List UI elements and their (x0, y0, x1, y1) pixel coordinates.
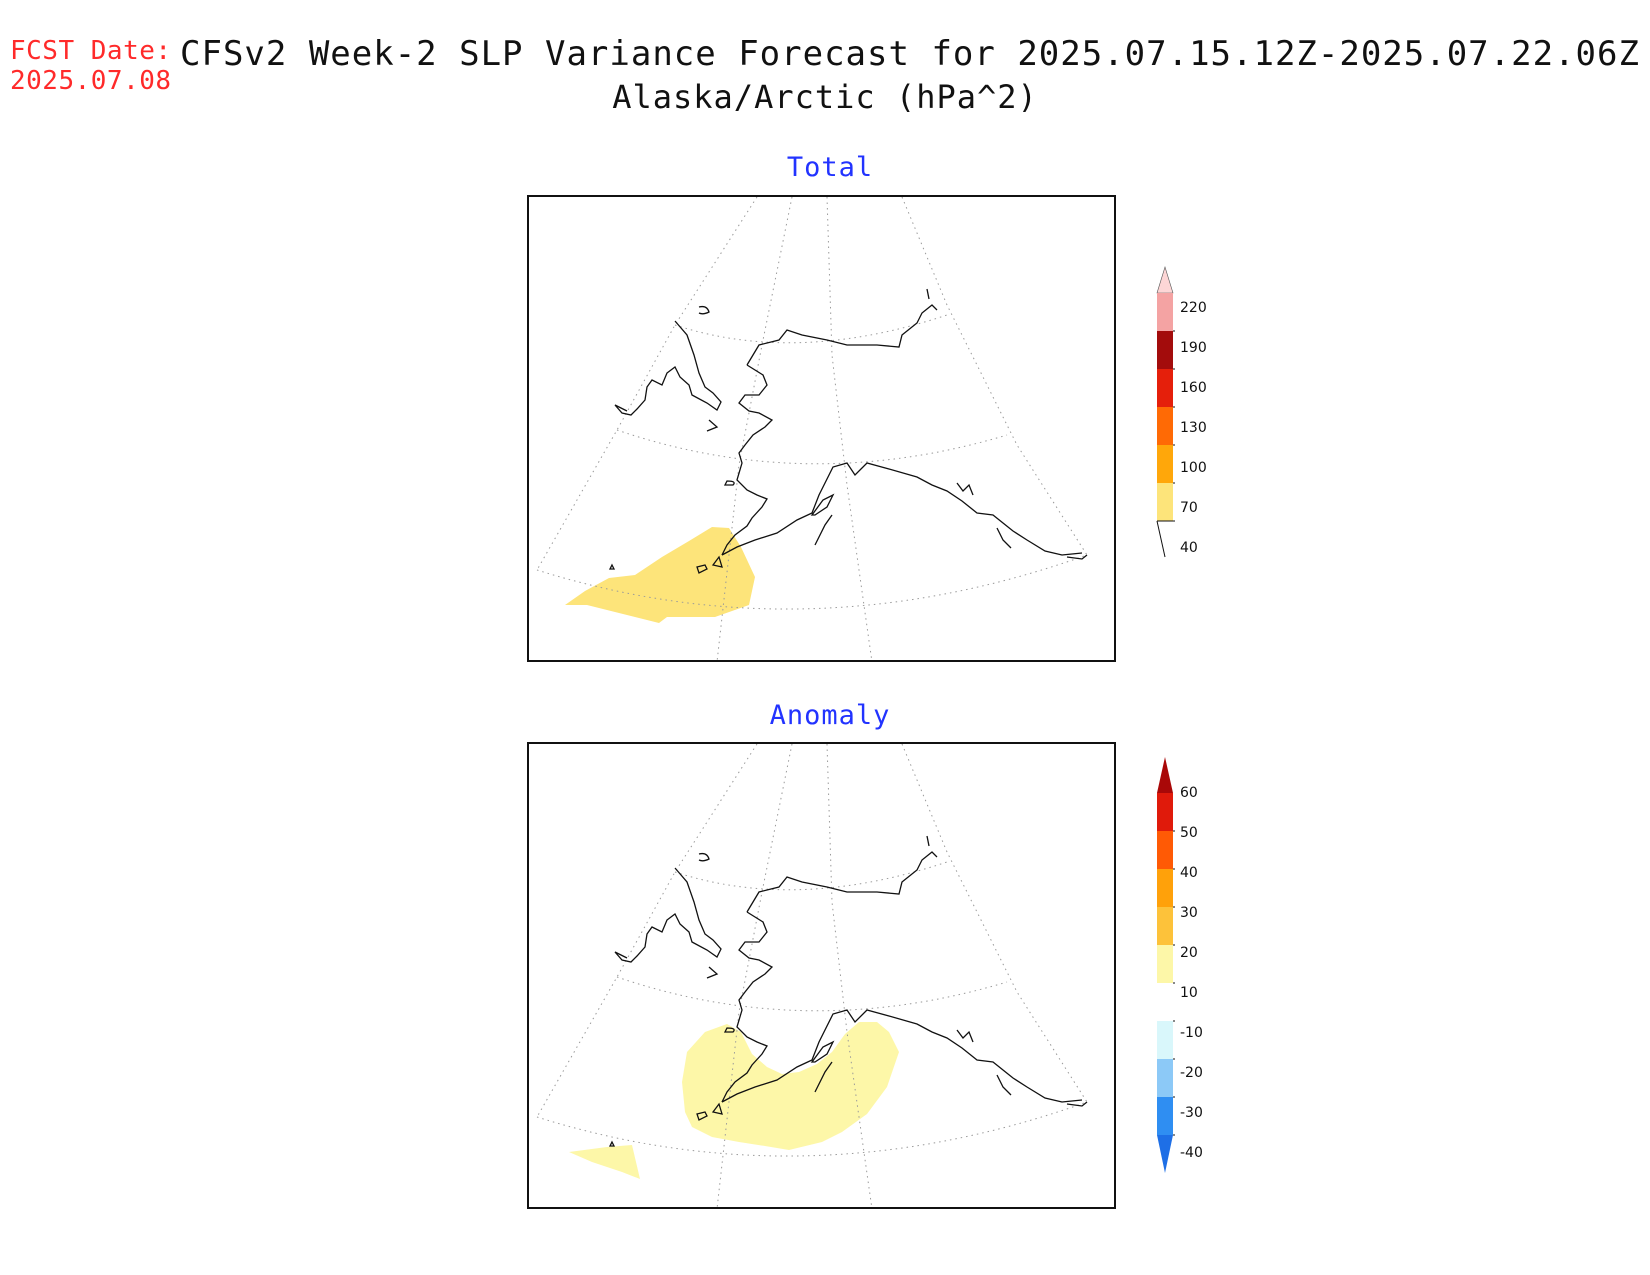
graticule-anomaly (536, 743, 1088, 1209)
colorbar-anomaly-segment (1157, 869, 1173, 907)
map-anomaly (527, 742, 1116, 1209)
colorbar-anomaly-segment (1157, 907, 1173, 945)
colorbar-anomaly-segments (1157, 757, 1175, 1173)
map-total (527, 195, 1116, 662)
panel-title-anomaly: Anomaly (769, 700, 891, 731)
graticule (536, 196, 1088, 662)
variance-region-total (565, 527, 755, 623)
colorbar-total (1156, 265, 1175, 558)
colorbar-anomaly-segment (1157, 831, 1173, 869)
cbar-anom-label-7: 40 (1180, 865, 1198, 881)
cbar-anom-label-8: 50 (1180, 825, 1198, 841)
cbar-anom-label-6: 30 (1180, 905, 1198, 921)
colorbar-anomaly-segment (1157, 1059, 1173, 1097)
colorbar-anomaly-segment (1157, 983, 1173, 1021)
main-subtitle: Alaska/Arctic (hPa^2) (612, 78, 1038, 116)
colorbar-total-segment (1157, 445, 1173, 483)
colorbar-total-segments (1156, 265, 1175, 558)
colorbar-total-upper-extension (1156, 265, 1174, 294)
colorbar-anomaly-segment (1157, 1021, 1173, 1059)
colorbar-total-segment (1157, 483, 1173, 521)
cbar-anom-label-5: 20 (1180, 945, 1198, 961)
cbar-total-label-3: 130 (1180, 420, 1207, 436)
cbar-anom-label-3: -10 (1180, 1025, 1203, 1041)
cbar-total-label-6: 220 (1180, 300, 1207, 316)
cbar-total-label-4: 160 (1180, 380, 1207, 396)
cbar-anom-label-9: 60 (1180, 785, 1198, 801)
coastline-anomaly (608, 835, 1088, 1147)
forecast-date-label: FCST Date: (10, 36, 172, 66)
colorbar-total-segment (1157, 369, 1173, 407)
cbar-anom-label-1: -30 (1180, 1105, 1203, 1121)
variance-region-anomaly (569, 1022, 899, 1179)
cbar-anom-label-0: -40 (1180, 1145, 1203, 1161)
cbar-total-label-5: 190 (1180, 340, 1207, 356)
colorbar-total-lower-extension (1156, 520, 1173, 558)
cbar-total-label-2: 100 (1180, 460, 1207, 476)
colorbar-total-segment (1157, 293, 1173, 331)
colorbar-total-segment (1157, 407, 1173, 445)
colorbar-anomaly (1157, 757, 1175, 1173)
map-frame-anomaly (527, 742, 1116, 1209)
cbar-total-label-1: 70 (1180, 500, 1198, 516)
colorbar-anomaly-upper-extension (1157, 757, 1173, 793)
cbar-anom-label-4: 10 (1180, 985, 1198, 1001)
forecast-date-value: 2025.07.08 (10, 66, 172, 96)
panel-title-total: Total (786, 152, 874, 183)
colorbar-anomaly-segment (1157, 793, 1173, 831)
colorbar-anomaly-segment (1157, 1097, 1173, 1135)
map-frame (527, 195, 1116, 662)
cbar-anom-label-2: -20 (1180, 1065, 1203, 1081)
colorbar-anomaly-lower-extension (1157, 1135, 1173, 1173)
coastline (608, 288, 1088, 574)
cbar-total-label-0: 40 (1180, 540, 1198, 556)
forecast-date: FCST Date: 2025.07.08 (10, 36, 172, 96)
colorbar-anomaly-segment (1157, 945, 1173, 983)
colorbar-total-segment (1157, 331, 1173, 369)
main-title: CFSv2 Week-2 SLP Variance Forecast for 2… (180, 34, 1640, 74)
